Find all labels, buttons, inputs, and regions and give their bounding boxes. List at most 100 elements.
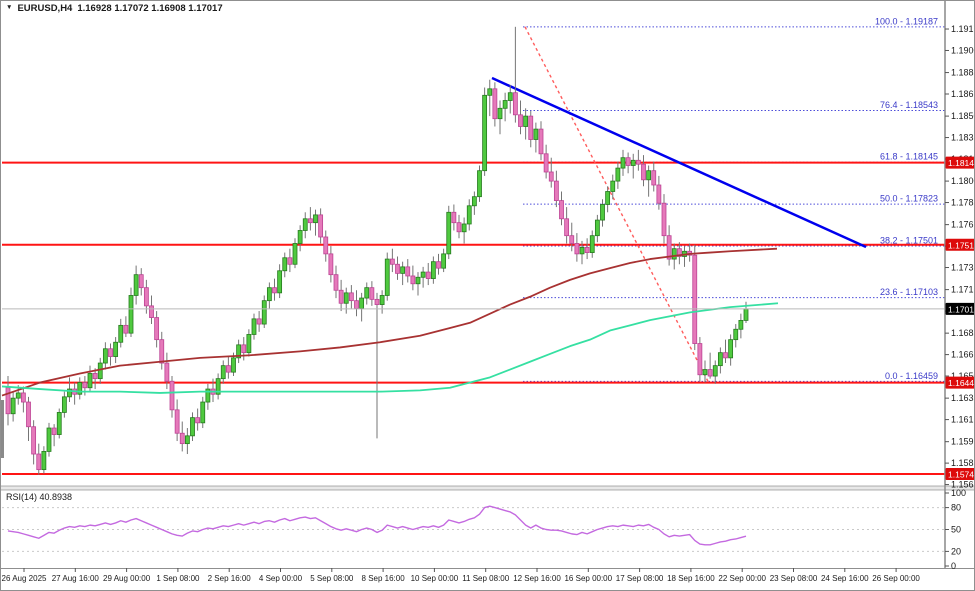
fib-levels-layer: 100.0 - 1.19187 76.4 - 1.18543 61.8 - 1.18…: [523, 16, 945, 382]
bear-candle: [395, 263, 400, 274]
bear-candle: [256, 318, 262, 325]
time-tick-label: 26 Sep 00:00: [872, 574, 920, 583]
price-tick-label: 1.19005: [951, 45, 975, 55]
rsi-line: [7, 505, 747, 546]
bull-candle: [446, 211, 452, 255]
price-tick-label: 1.15830: [951, 458, 975, 468]
price-tick-label: 1.17335: [951, 263, 975, 273]
bull-candle: [133, 274, 139, 296]
price-tick-label: 1.16330: [951, 393, 975, 403]
price-tick-label: 1.18500: [951, 111, 975, 121]
bear-candle: [272, 287, 277, 294]
bull-candle: [128, 295, 134, 334]
bear-candle: [287, 257, 293, 265]
bull-candle: [15, 392, 21, 399]
bear-candle: [31, 426, 37, 455]
panel-splitter[interactable]: [0, 485, 975, 491]
bull-candle: [615, 167, 621, 182]
bull-candle: [610, 180, 616, 192]
time-tick-label: 12 Sep 16:00: [513, 574, 561, 583]
bull-candle: [630, 159, 636, 166]
bear-candle: [651, 170, 657, 186]
bull-candle: [292, 243, 298, 265]
ma-dark-red[interactable]: [1, 247, 778, 397]
bear-candle: [492, 88, 498, 120]
time-tick-label: 16 Sep 00:00: [564, 574, 612, 583]
candles-layer: [0, 26, 749, 475]
bear-candle: [51, 427, 57, 435]
bull-candle: [67, 388, 72, 398]
bull-candle: [46, 427, 52, 452]
bull-candle: [477, 170, 482, 198]
price-tick-label: 1.17835: [951, 198, 975, 208]
time-tick-label: 11 Sep 08:00: [462, 574, 510, 583]
bull-candle: [190, 417, 195, 437]
rsi-tick-label: 80: [951, 503, 961, 513]
bull-candle: [589, 235, 595, 253]
bull-candle: [507, 92, 513, 101]
time-tick-label: 22 Sep 00:00: [718, 574, 766, 583]
bear-candle: [559, 200, 564, 220]
bear-candle: [169, 380, 175, 411]
bear-candle: [154, 317, 160, 341]
bull-candle: [523, 115, 529, 127]
bull-candle: [471, 196, 477, 207]
bull-candle: [10, 397, 16, 415]
current-price-badge-text: 1.17017: [948, 304, 975, 314]
bear-candle: [569, 235, 575, 244]
fib-level-label: 50.0 - 1.17823: [880, 194, 938, 204]
ma-green[interactable]: [1, 302, 779, 394]
bear-candle: [323, 236, 329, 255]
time-tick-label: 10 Sep 00:00: [411, 574, 459, 583]
support-resistance-layer: [2, 161, 945, 476]
bull-candle: [87, 373, 93, 389]
bear-candle: [707, 369, 713, 377]
bull-candle: [728, 339, 734, 359]
bear-candle: [389, 258, 395, 265]
bull-candle: [313, 214, 318, 224]
time-tick-label: 24 Sep 16:00: [821, 574, 869, 583]
bear-candle: [333, 274, 339, 291]
bear-candle: [338, 289, 344, 304]
bull-candle: [200, 401, 206, 424]
bull-candle: [282, 257, 288, 272]
bull-candle: [215, 378, 221, 395]
time-tick-label: 26 Aug 2025: [2, 574, 47, 583]
bear-candle: [405, 266, 411, 277]
bull-candle: [97, 362, 103, 380]
bear-candle: [138, 274, 144, 289]
price-badges-layer: 1.18142 1.17510 1.16449 1.15746 1.17017: [945, 156, 975, 481]
bear-candle: [512, 92, 518, 116]
time-tick-label: 2 Sep 16:00: [208, 574, 252, 583]
descending-trendline[interactable]: [491, 76, 867, 249]
bull-candle: [502, 100, 508, 109]
bear-candle: [174, 409, 180, 434]
bull-candle: [220, 365, 226, 380]
fib-baseline-layer: [524, 26, 709, 382]
price-tick-label: 1.18835: [951, 68, 975, 78]
time-tick-label: 1 Sep 08:00: [156, 574, 200, 583]
bull-candle: [231, 357, 236, 373]
trendline-layer: [491, 76, 867, 249]
time-axis[interactable]: 26 Aug 2025 27 Aug 16:00 29 Aug 00:00 1 Sep…: [2, 568, 921, 583]
fib-level-label: 100.0 - 1.19187: [875, 16, 938, 26]
symbol-dropdown-icon[interactable]: ▼: [6, 4, 13, 12]
sr-price-badge-text: 1.15746: [948, 470, 975, 480]
bull-candle: [420, 271, 426, 278]
price-axis[interactable]: 1.19170 1.19005 1.18835 1.18670 1.18500 1.183…: [944, 0, 975, 571]
rsi-tick-label: 100: [951, 488, 966, 498]
bull-candle: [415, 276, 421, 285]
bull-candle: [430, 261, 436, 279]
bull-candle: [712, 365, 718, 377]
bull-candle: [364, 287, 370, 299]
fib-baseline-dashed[interactable]: [524, 26, 709, 382]
current-price-badge: [945, 302, 975, 315]
time-tick-label: 17 Sep 08:00: [616, 574, 664, 583]
bull-candle: [702, 369, 708, 376]
price-tick-label: 1.16665: [951, 350, 975, 360]
bull-candle: [487, 88, 493, 96]
bear-candle: [179, 432, 185, 445]
bear-candle: [369, 287, 375, 300]
time-tick-label: 5 Sep 08:00: [310, 574, 354, 583]
